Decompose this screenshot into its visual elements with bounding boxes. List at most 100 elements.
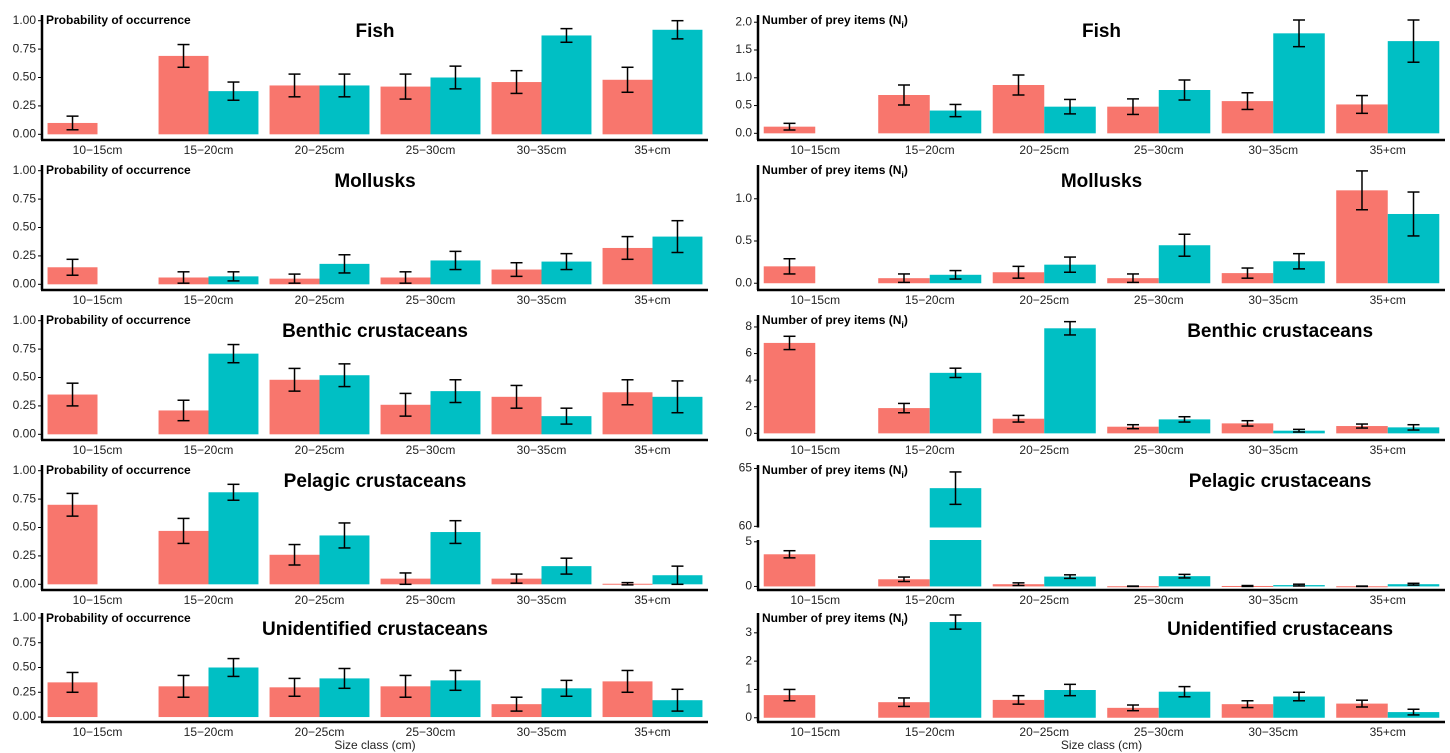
y-tick-label: 0.00	[13, 426, 37, 440]
error-bar	[399, 73, 412, 100]
x-tick-label: 20−25cm	[1019, 593, 1069, 607]
x-tick-label: 25−30cm	[1134, 443, 1184, 457]
error-bar	[1407, 191, 1420, 237]
x-tick-label: 10−15cm	[73, 143, 123, 157]
x-tick-label: 10−15cm	[73, 725, 123, 739]
error-bar	[1178, 79, 1191, 101]
y-tick-label: 5	[745, 534, 752, 548]
panel-title: Benthic crustaceans	[282, 321, 468, 342]
bar	[158, 55, 209, 135]
error-bar	[783, 335, 796, 351]
error-bar	[1293, 583, 1306, 587]
x-tick-label: 30−35cm	[1248, 725, 1298, 739]
panel-title: Benthic crustaceans	[1187, 321, 1373, 342]
error-bar	[1241, 419, 1254, 427]
y-tick-label: 0	[745, 579, 752, 593]
error-bar	[1241, 584, 1254, 588]
error-bar	[560, 679, 573, 697]
bar	[992, 699, 1045, 718]
x-tick-label: 15−20cm	[184, 143, 234, 157]
error-bar	[1293, 691, 1306, 702]
y-axis-label: Probability of occurrence	[46, 163, 191, 177]
error-bar	[1241, 267, 1254, 279]
error-bar	[338, 522, 351, 549]
error-bar	[1293, 19, 1306, 48]
error-bar	[783, 122, 796, 131]
error-bar	[1012, 582, 1025, 587]
y-tick-label: 0.5	[735, 233, 752, 247]
error-bar	[671, 19, 684, 40]
error-bar	[621, 379, 634, 406]
error-bar	[671, 380, 684, 414]
error-bar	[66, 671, 79, 694]
y-tick-label: 0.00	[13, 126, 37, 140]
x-tick-label: 20−25cm	[1019, 443, 1069, 457]
error-bar	[1126, 98, 1139, 116]
error-bar	[1126, 423, 1139, 430]
panel-title: Mollusks	[1061, 171, 1142, 192]
y-tick-label: 0.50	[13, 660, 37, 674]
bar	[1336, 703, 1388, 718]
y-tick-label: 65	[739, 461, 753, 475]
error-bar	[66, 258, 79, 276]
error-bar	[1126, 273, 1139, 284]
panel-title: Unidentified crustaceans	[262, 619, 488, 640]
x-tick-label: 10−15cm	[790, 725, 840, 739]
y-tick-label: 0.75	[13, 635, 37, 649]
error-bar	[66, 492, 79, 517]
error-bar	[621, 66, 634, 94]
bar	[541, 566, 592, 585]
error-bar	[399, 271, 412, 284]
y-axis-label-part: Probability of occurrence	[46, 163, 191, 177]
error-bar	[1178, 573, 1191, 579]
y-tick-label: 0.00	[13, 709, 37, 723]
error-bar	[897, 84, 910, 106]
x-tick-label: 30−35cm	[517, 593, 567, 607]
error-bar	[399, 674, 412, 698]
x-tick-label: 35+cm	[1370, 725, 1406, 739]
x-tick-label: 15−20cm	[184, 725, 234, 739]
y-tick-label: 0.75	[13, 341, 37, 355]
error-bar	[1064, 683, 1077, 697]
y-tick-label: 0.75	[13, 41, 37, 55]
error-bar	[66, 382, 79, 407]
error-bar	[449, 65, 462, 90]
y-tick-label: 0.50	[13, 70, 37, 84]
error-bar	[177, 43, 190, 69]
y-tick-label: 0.75	[13, 191, 37, 205]
y-tick-label: 0.5	[735, 98, 752, 112]
x-tick-label: 15−20cm	[905, 725, 955, 739]
error-bar	[949, 103, 962, 118]
error-bar	[1012, 74, 1025, 96]
bar	[1336, 426, 1388, 434]
error-bar	[1355, 699, 1368, 708]
bar	[47, 504, 98, 585]
x-tick-label: 15−20cm	[905, 293, 955, 307]
error-bar	[1012, 414, 1025, 423]
y-tick-label: 0.75	[13, 491, 37, 505]
bar	[1221, 704, 1274, 718]
error-bar	[399, 572, 412, 586]
x-tick-label: 25−30cm	[1134, 725, 1184, 739]
error-bar	[897, 697, 910, 708]
x-tick-label: 20−25cm	[1019, 143, 1069, 157]
error-bar	[288, 73, 301, 98]
error-bar	[1178, 233, 1191, 257]
error-bar	[621, 669, 634, 694]
x-tick-label: 35+cm	[634, 593, 670, 607]
error-bar	[897, 273, 910, 284]
bar	[1158, 576, 1211, 587]
bar	[541, 261, 592, 285]
y-tick-label: 1.00	[13, 463, 37, 477]
panel-title: Fish	[1082, 21, 1121, 42]
y-tick-label: 1.0	[735, 70, 752, 84]
x-tick-label: 20−25cm	[295, 725, 345, 739]
panel-title: Pelagic crustaceans	[284, 471, 467, 492]
y-axis-label-part: )	[904, 13, 908, 27]
error-bar	[1407, 708, 1420, 716]
y-tick-label: 1.00	[13, 610, 37, 624]
x-tick-label: 35+cm	[1370, 143, 1406, 157]
error-bar	[1178, 415, 1191, 423]
y-axis-label-part: i	[901, 170, 904, 180]
bar	[929, 622, 982, 718]
